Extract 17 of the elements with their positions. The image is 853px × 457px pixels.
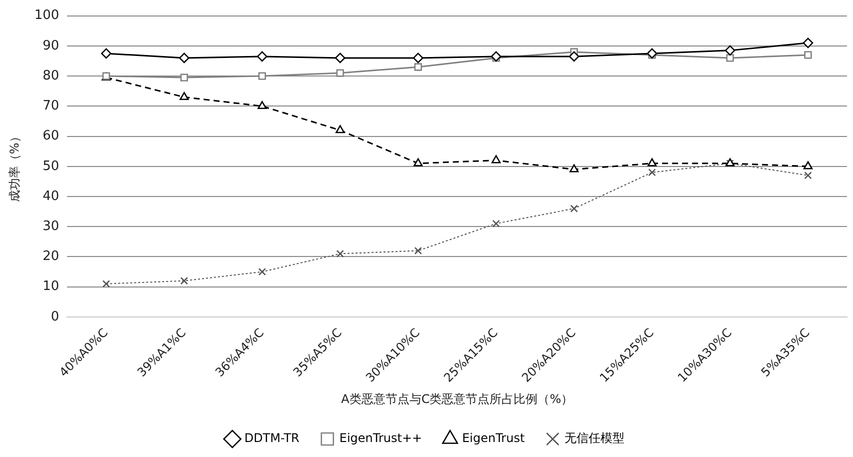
x-axis-title: A类恶意节点与C类恶意节点所占比例（%） bbox=[341, 392, 574, 406]
y-tick-label: 90 bbox=[42, 38, 60, 54]
y-tick-label: 0 bbox=[50, 309, 60, 324]
y-tick-label: 30 bbox=[42, 218, 60, 234]
legend-label: EigenTrust++ bbox=[339, 431, 422, 446]
legend-label: EigenTrust bbox=[462, 431, 525, 446]
y-tick-label: 80 bbox=[42, 68, 60, 84]
y-tick-label: 100 bbox=[34, 8, 60, 24]
y-axis-title: 成功率（%） bbox=[7, 130, 22, 202]
y-tick-label: 50 bbox=[42, 158, 60, 174]
legend-label: 无信任模型 bbox=[564, 431, 625, 446]
y-tick-label: 40 bbox=[42, 188, 60, 204]
y-tick-label: 60 bbox=[42, 128, 60, 144]
y-tick-label: 70 bbox=[42, 98, 60, 114]
y-tick-label: 10 bbox=[42, 279, 60, 294]
legend-label: DDTM-TR bbox=[244, 431, 300, 446]
y-tick-label: 20 bbox=[42, 249, 60, 264]
